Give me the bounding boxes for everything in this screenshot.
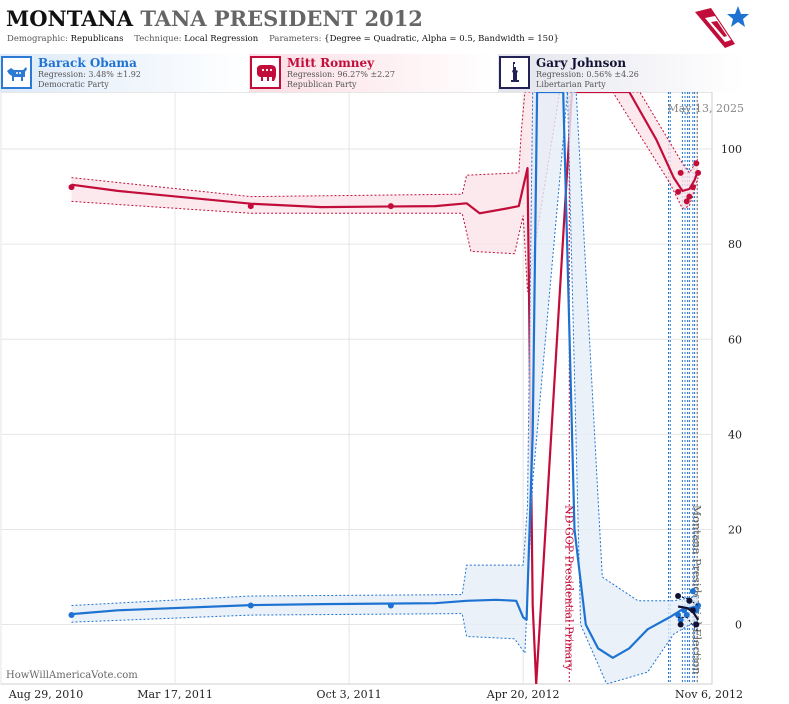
y-tick-label: 80 <box>728 238 742 251</box>
candidate-regression: Regression: 3.48% ±1.92 <box>38 70 141 79</box>
candidate-legend-obama: Barack Obama Regression: 3.48% ±1.92 Dem… <box>0 54 246 92</box>
poll-point <box>689 588 696 595</box>
lower-bound-line <box>71 92 699 292</box>
y-tick-label: 100 <box>721 143 742 156</box>
poll-point <box>695 602 702 609</box>
title-state: MONTANA <box>6 6 133 31</box>
upper-bound-line <box>71 92 699 606</box>
poll-point <box>68 612 75 619</box>
poll-point <box>675 593 682 600</box>
candidate-details: Regression: 96.27% ±2.27 Republican Part… <box>287 70 395 90</box>
date-stamp: May 13, 2025 <box>667 102 744 115</box>
candidate-details: Regression: 0.56% ±4.26 Libertarian Part… <box>536 70 639 90</box>
poll-point <box>675 612 682 619</box>
upper-bound-line <box>677 595 699 606</box>
series-barack-obama <box>68 92 702 684</box>
x-axis-ticks: Aug 29, 2010 Mar 17, 2011 Oct 3, 2011 Apr 2… <box>8 688 743 701</box>
demographic-label: Demographic: <box>7 34 68 44</box>
watermark: HowWillAmericaVote.com <box>6 670 138 681</box>
poll-point <box>68 184 75 191</box>
chart-plot: ND GOP Presidential Primary Montana Presi… <box>0 92 744 701</box>
confidence-band <box>71 92 699 684</box>
regression-line <box>677 605 700 621</box>
candidate-regression: Regression: 96.27% ±2.27 <box>287 70 395 79</box>
site-logo-icon <box>695 6 749 48</box>
poll-point <box>695 169 702 176</box>
poll-point <box>689 607 696 614</box>
series-layer <box>68 92 702 684</box>
candidate-party: Democratic Party <box>38 80 109 89</box>
confidence-band <box>71 92 699 292</box>
parameters-line: Demographic: Republicans Technique: Loca… <box>7 34 559 44</box>
statue-of-liberty-icon <box>499 56 530 89</box>
page-title: MONTANA TANA PRESIDENT 2012 <box>6 6 423 31</box>
upper-bound-line <box>71 92 699 198</box>
lower-bound-line <box>678 616 699 633</box>
poll-point <box>387 602 394 609</box>
series-gary-johnson <box>675 593 700 633</box>
poll-point <box>689 184 696 191</box>
x-tick-label: Apr 20, 2012 <box>486 688 560 701</box>
title-rest: TANA PRESIDENT 2012 <box>140 6 423 31</box>
y-tick-label: 20 <box>728 523 742 536</box>
event-label: Montana Presidential Election <box>690 505 703 674</box>
poll-point <box>686 597 693 604</box>
technique-label: Technique: <box>134 34 182 44</box>
event-markers: ND GOP Presidential Primary Montana Presi… <box>562 92 703 684</box>
candidate-details: Regression: 3.48% ±1.92 Democratic Party <box>38 70 141 90</box>
elephant-icon <box>250 56 281 89</box>
y-axis-ticks: 0 20 40 60 80 100 <box>721 143 742 632</box>
candidate-party: Libertarian Party <box>536 80 606 89</box>
technique-value: Local Regression <box>184 34 259 44</box>
poll-point <box>686 193 693 200</box>
candidate-legend-johnson: Gary Johnson Regression: 0.56% ±4.26 Lib… <box>498 54 744 92</box>
x-tick-label: Oct 3, 2011 <box>317 688 382 701</box>
poll-point <box>683 198 690 205</box>
x-tick-label: Aug 29, 2010 <box>8 688 84 701</box>
poll-point <box>387 203 394 210</box>
candidate-name: Gary Johnson <box>536 56 627 70</box>
event-label: ND GOP Presidential Primary <box>562 505 575 672</box>
parameters-value: {Degree = Quadratic, Alpha = 0.5, Bandwi… <box>324 34 559 44</box>
y-tick-label: 40 <box>728 428 742 441</box>
poll-point <box>693 621 700 628</box>
x-tick-label: Mar 17, 2011 <box>137 688 213 701</box>
candidate-regression: Regression: 0.56% ±4.26 <box>536 70 639 79</box>
donkey-icon <box>1 56 32 89</box>
candidate-name: Barack Obama <box>38 56 137 70</box>
poll-point <box>675 188 682 195</box>
poll-point <box>677 621 684 628</box>
candidate-party: Republican Party <box>287 80 357 89</box>
poll-point <box>693 160 700 167</box>
x-tick-label: Nov 6, 2012 <box>675 688 743 701</box>
poll-point <box>677 169 684 176</box>
poll-point <box>683 612 690 619</box>
candidate-legend-romney: Mitt Romney Regression: 96.27% ±2.27 Rep… <box>249 54 495 92</box>
regression-line <box>71 92 699 659</box>
poll-point <box>677 616 684 623</box>
poll-point <box>247 602 254 609</box>
demographic-value: Republicans <box>70 34 124 44</box>
y-tick-label: 60 <box>728 333 742 346</box>
y-tick-label: 0 <box>735 619 742 632</box>
candidate-name: Mitt Romney <box>287 56 375 70</box>
parameters-label: Parameters: <box>269 34 322 44</box>
poll-point <box>247 203 254 210</box>
